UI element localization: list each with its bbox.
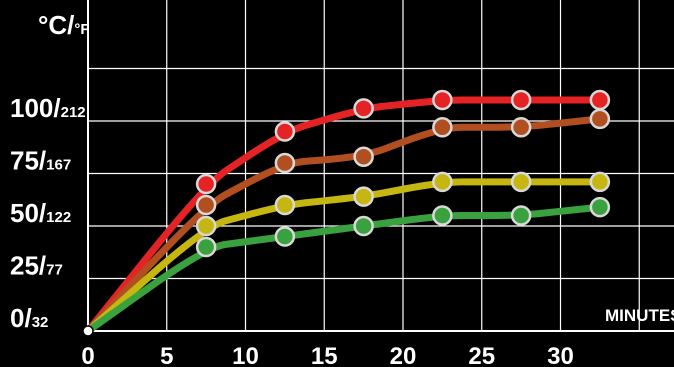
x-tick-label: 25 <box>468 343 495 367</box>
series-point <box>432 171 453 193</box>
series-point <box>510 205 532 226</box>
series-point <box>589 171 611 193</box>
series-point <box>195 236 217 258</box>
x-tick-label: 10 <box>232 343 259 367</box>
series-line <box>84 115 604 335</box>
y-tick-label: 50/122 <box>10 198 71 228</box>
y-axis-labels: 0/32 25/77 50/122 75/167 100/212 <box>10 93 86 333</box>
series-line <box>84 203 604 335</box>
series-point <box>274 226 296 247</box>
series-point <box>353 98 374 119</box>
x-tick-label: 30 <box>547 343 574 367</box>
origin-point <box>82 325 94 337</box>
series-point <box>353 215 374 237</box>
series-point <box>432 205 453 226</box>
series-point <box>195 194 217 216</box>
series-point <box>274 152 296 174</box>
x-axis-labels: 0 5 10 15 20 25 30 <box>81 343 574 367</box>
series-point <box>589 108 611 130</box>
series-point <box>195 173 217 195</box>
grid <box>88 0 674 331</box>
x-tick-label: 0 <box>81 343 94 367</box>
series-line <box>84 178 604 335</box>
series-point <box>589 196 611 218</box>
y-tick-label: 75/167 <box>10 146 71 176</box>
x-tick-label: 5 <box>160 343 173 367</box>
axes <box>87 0 674 332</box>
series-point <box>432 89 453 111</box>
series-line <box>84 96 604 335</box>
y-tick-label: 100/212 <box>10 93 86 123</box>
series-point <box>510 171 532 193</box>
x-axis-title: MINUTES <box>605 306 674 325</box>
y-tick-label: 25/77 <box>10 251 63 281</box>
series-point <box>510 89 532 111</box>
x-tick-label: 20 <box>390 343 417 367</box>
series-point <box>353 146 374 167</box>
series-lines <box>84 96 604 335</box>
series-point <box>589 89 611 111</box>
series-point <box>274 194 296 216</box>
y-axis-title: °C/°F <box>38 10 90 40</box>
x-tick-label: 15 <box>311 343 338 367</box>
series-point <box>353 186 374 207</box>
series-point <box>195 215 217 237</box>
series-point <box>510 117 532 138</box>
y-tick-label: 0/32 <box>10 303 48 333</box>
series-points <box>82 89 611 337</box>
series-point <box>274 121 296 142</box>
series-point <box>432 117 453 138</box>
